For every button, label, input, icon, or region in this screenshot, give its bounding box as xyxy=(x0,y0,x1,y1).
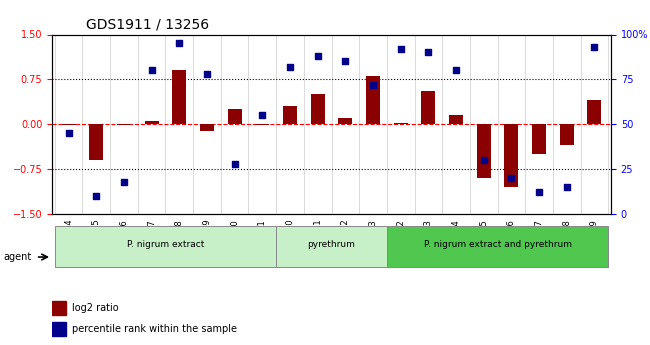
Point xyxy=(174,41,185,46)
Point xyxy=(423,50,434,55)
Point xyxy=(451,68,462,73)
Bar xyxy=(560,124,574,145)
Bar xyxy=(311,94,324,124)
Bar xyxy=(366,76,380,124)
Bar xyxy=(117,124,131,125)
Text: agent: agent xyxy=(3,252,31,262)
FancyBboxPatch shape xyxy=(55,226,276,267)
Point xyxy=(534,190,544,195)
Point xyxy=(589,44,599,50)
Bar xyxy=(504,124,518,187)
Bar xyxy=(52,301,66,315)
Bar xyxy=(172,70,186,124)
Point xyxy=(285,64,295,70)
Point xyxy=(64,130,74,136)
Point xyxy=(562,184,572,190)
Point xyxy=(257,112,268,118)
Point xyxy=(119,179,129,184)
Text: GDS1911 / 13256: GDS1911 / 13256 xyxy=(86,18,209,32)
Point xyxy=(340,59,350,64)
Bar xyxy=(477,124,491,178)
Bar xyxy=(421,91,436,124)
Text: P. nigrum extract and pyrethrum: P. nigrum extract and pyrethrum xyxy=(424,240,571,249)
Text: log2 ratio: log2 ratio xyxy=(72,303,118,313)
Bar xyxy=(394,123,408,124)
Point xyxy=(146,68,157,73)
Bar xyxy=(532,124,546,154)
Point xyxy=(91,193,101,199)
Point xyxy=(368,82,378,88)
Point xyxy=(313,53,323,59)
Bar xyxy=(52,322,66,336)
Bar xyxy=(449,115,463,124)
Bar xyxy=(255,124,269,125)
Point xyxy=(229,161,240,166)
Text: percentile rank within the sample: percentile rank within the sample xyxy=(72,324,237,334)
Text: pyrethrum: pyrethrum xyxy=(307,240,356,249)
Bar xyxy=(145,121,159,124)
Bar xyxy=(339,118,352,124)
Bar xyxy=(200,124,214,131)
Bar xyxy=(227,109,242,124)
FancyBboxPatch shape xyxy=(276,226,387,267)
Point xyxy=(202,71,212,77)
Text: P. nigrum extract: P. nigrum extract xyxy=(127,240,204,249)
Bar xyxy=(62,124,75,125)
Bar xyxy=(89,124,103,160)
Point xyxy=(395,46,406,52)
Point xyxy=(478,157,489,163)
Bar xyxy=(283,106,297,124)
Point xyxy=(506,175,517,181)
FancyBboxPatch shape xyxy=(387,226,608,267)
Bar xyxy=(588,100,601,124)
